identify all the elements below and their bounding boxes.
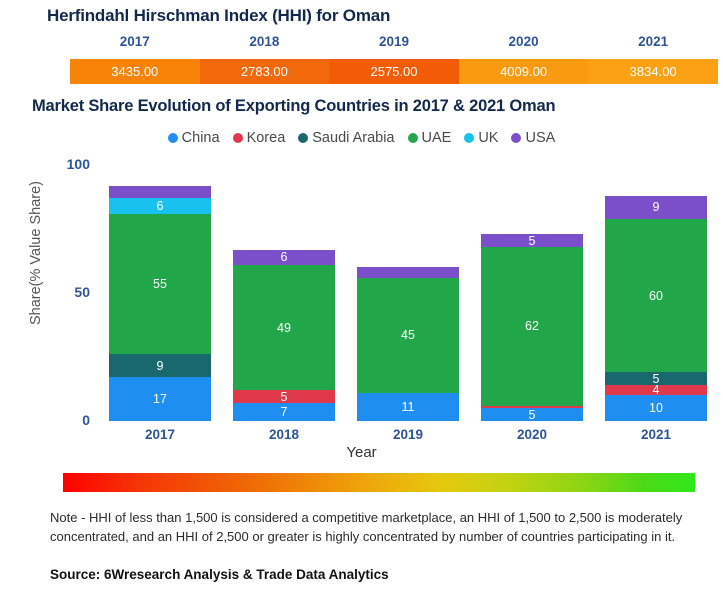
hhi-year-label: 2017 — [119, 34, 150, 49]
bar-stack: 10 4 5 60 9 — [605, 195, 707, 421]
legend-item[interactable]: USA — [511, 130, 555, 146]
chart-legend: China Korea Saudi Arabia UAE UK USA — [0, 130, 723, 146]
bar-segment[interactable]: 55 — [109, 213, 211, 355]
bar-segment[interactable] — [481, 405, 583, 409]
bar-segment[interactable]: 62 — [481, 246, 583, 406]
legend-label: UAE — [421, 130, 452, 146]
bar-segment[interactable]: 49 — [233, 264, 335, 391]
legend-color-dot-icon — [298, 133, 309, 143]
y-axis-tick-label: 100 — [66, 156, 90, 172]
x-axis-tick-label: 2018 — [268, 427, 300, 442]
source-text: Source: 6Wresearch Analysis & Trade Data… — [50, 567, 389, 582]
hhi-value-cell: 4009.00 — [458, 59, 589, 84]
legend-label: China — [181, 130, 220, 146]
y-axis-tick-label: 0 — [82, 412, 90, 428]
bar-stack: 11 45 — [357, 267, 459, 421]
bar-group[interactable]: 7 5 49 6 2018 — [233, 165, 335, 442]
legend-color-dot-icon — [464, 133, 475, 143]
bar-group[interactable]: 11 45 2019 — [357, 165, 459, 442]
hhi-value-cell: 3435.00 — [70, 59, 200, 84]
hhi-year-label: 2020 — [508, 34, 539, 49]
x-axis-title: Year — [346, 444, 377, 461]
legend-color-dot-icon — [167, 133, 178, 143]
bar-segment[interactable]: 10 — [605, 395, 707, 421]
legend-label: USA — [525, 130, 556, 146]
bar-segment[interactable]: 7 — [233, 403, 335, 421]
bar-stack: 5 62 5 — [481, 234, 583, 421]
bar-group[interactable]: 17 9 55 6 2017 — [109, 165, 211, 442]
bar-segment[interactable]: 17 — [109, 377, 211, 421]
bar-segment[interactable]: 5 — [605, 372, 707, 386]
hhi-year-label: 2018 — [249, 34, 280, 49]
hhi-year-label: 2019 — [378, 34, 409, 49]
note-text: Note - HHI of less than 1,500 is conside… — [50, 510, 683, 544]
bar-segment[interactable] — [109, 185, 211, 199]
hhi-value-cell: 2783.00 — [199, 59, 330, 84]
hhi-title: Herfindahl Hirschman Index (HHI) for Oma… — [47, 6, 391, 25]
x-axis-tick-label: 2019 — [392, 427, 424, 442]
stacked-bars: 17 9 55 6 2017 7 5 49 6 2018 11 45 2019 5 62 5 2020 10 4 5 6… — [98, 165, 718, 442]
bar-group[interactable]: 5 62 5 2020 — [481, 165, 583, 442]
bar-segment[interactable]: 11 — [357, 392, 459, 421]
legend-color-dot-icon — [232, 133, 243, 143]
bar-segment[interactable]: 5 — [481, 408, 583, 421]
chart-title: Market Share Evolution of Exporting Coun… — [32, 97, 556, 115]
hhi-year-header-row: 2017 2018 2019 2020 2021 — [70, 34, 718, 49]
legend-item[interactable]: UAE — [407, 130, 452, 146]
x-axis-tick-label: 2020 — [516, 427, 548, 442]
bar-segment[interactable]: 5 — [481, 234, 583, 247]
bar-segment[interactable]: 6 — [233, 249, 335, 265]
y-axis-title: Share(% Value Share) — [28, 181, 44, 326]
legend-item[interactable]: China — [167, 130, 220, 146]
concentration-gradient-bar — [63, 473, 695, 492]
bar-stack: 7 5 49 6 — [233, 249, 335, 421]
bar-group[interactable]: 10 4 5 60 9 2021 — [605, 165, 707, 442]
bar-segment[interactable]: 60 — [605, 218, 707, 373]
bar-segment[interactable] — [357, 267, 459, 278]
legend-item[interactable]: UK — [464, 130, 498, 146]
bar-stack: 17 9 55 6 — [109, 185, 211, 421]
bar-segment[interactable]: 6 — [109, 198, 211, 214]
legend-label: Saudi Arabia — [312, 130, 395, 146]
hhi-year-label: 2021 — [638, 34, 669, 49]
legend-color-dot-icon — [511, 133, 522, 143]
legend-color-dot-icon — [407, 133, 418, 143]
hhi-value-cell: 2575.00 — [329, 59, 459, 84]
legend-item[interactable]: Korea — [232, 130, 286, 146]
bar-segment[interactable]: 9 — [605, 195, 707, 219]
legend-label: UK — [478, 130, 499, 146]
bar-segment[interactable]: 4 — [605, 385, 707, 396]
hhi-value-cell: 3834.00 — [588, 59, 718, 84]
hhi-value-bar: 3435.00 2783.00 2575.00 4009.00 3834.00 — [70, 59, 718, 84]
x-axis-tick-label: 2017 — [144, 427, 176, 442]
legend-label: Korea — [246, 130, 286, 146]
x-axis-tick-label: 2021 — [640, 427, 672, 442]
bar-segment[interactable]: 9 — [109, 354, 211, 378]
y-axis-tick-label: 50 — [74, 284, 90, 300]
bar-segment[interactable]: 5 — [233, 390, 335, 404]
bar-segment[interactable]: 45 — [357, 277, 459, 393]
legend-item[interactable]: Saudi Arabia — [298, 130, 395, 146]
